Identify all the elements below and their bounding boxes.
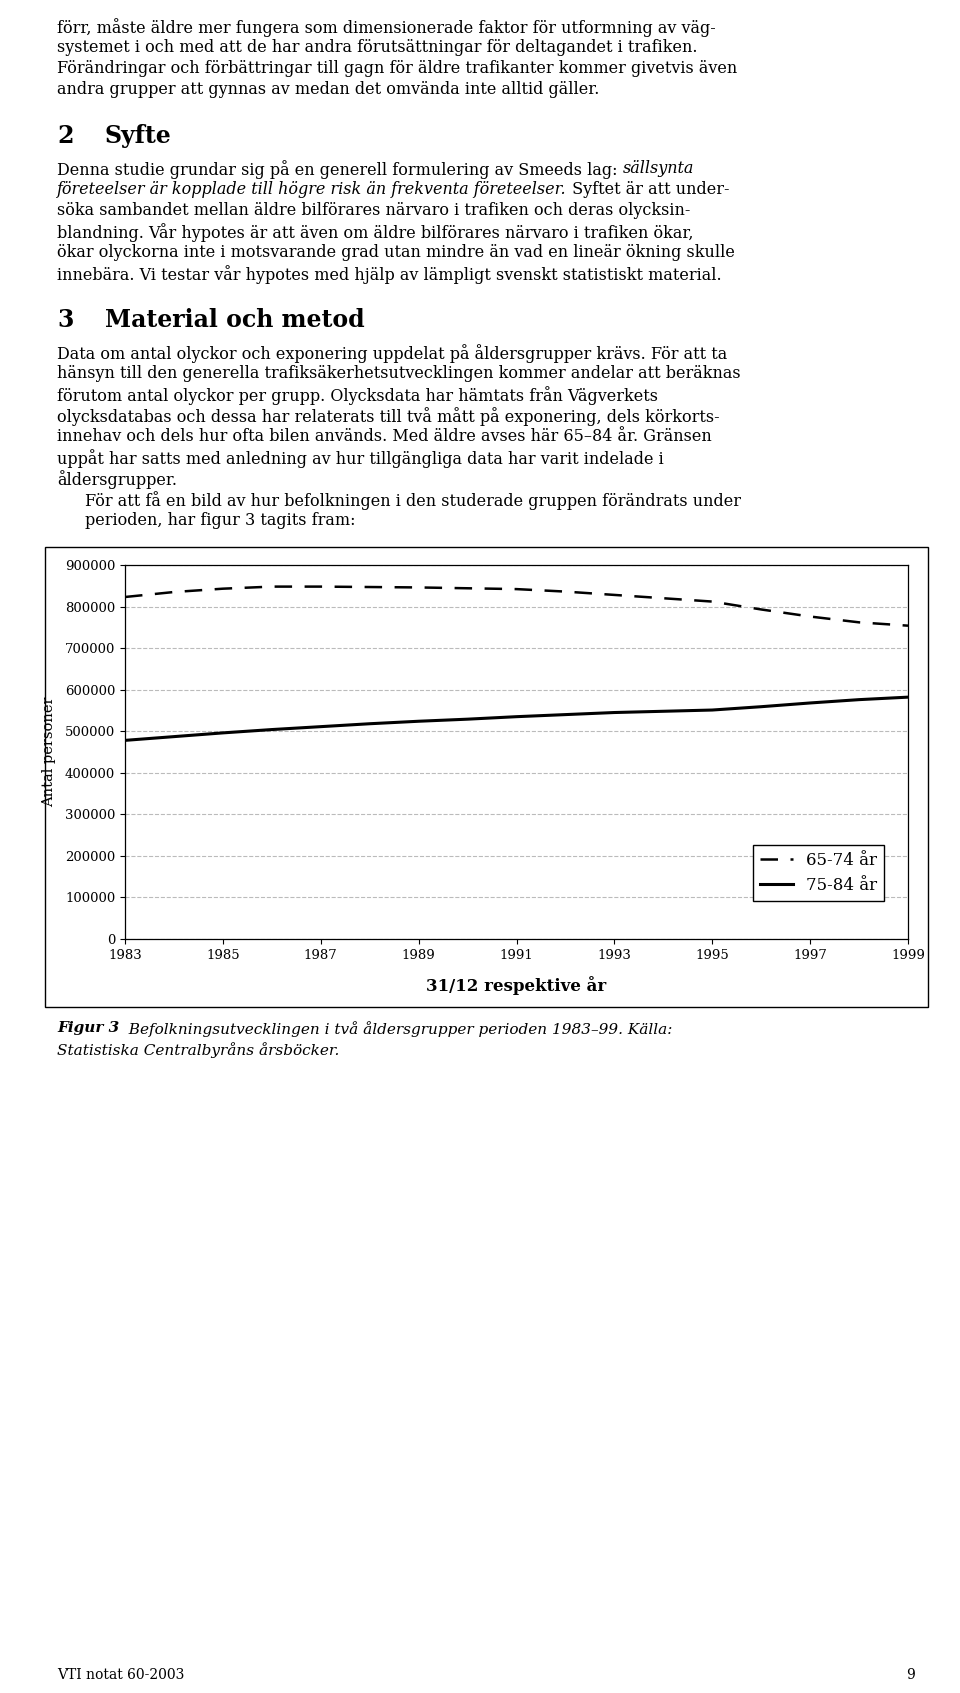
Text: Syftet är att under-: Syftet är att under- — [566, 181, 730, 198]
Text: innebära. Vi testar vår hypotes med hjälp av lämpligt svenskt statistiskt materi: innebära. Vi testar vår hypotes med hjäl… — [57, 266, 722, 284]
Text: 2: 2 — [57, 124, 74, 147]
Text: 3: 3 — [57, 308, 73, 332]
Text: åldersgrupper.: åldersgrupper. — [57, 471, 177, 489]
Text: Denna studie grundar sig på en generell formulering av Smeeds lag:: Denna studie grundar sig på en generell … — [57, 161, 623, 179]
X-axis label: 31/12 respektive år: 31/12 respektive år — [426, 975, 607, 994]
Text: perioden, har figur 3 tagits fram:: perioden, har figur 3 tagits fram: — [85, 511, 355, 528]
Text: Syfte: Syfte — [105, 124, 172, 147]
Text: söka sambandet mellan äldre bilförares närvaro i trafiken och deras olycksin-: söka sambandet mellan äldre bilförares n… — [57, 201, 690, 218]
Text: innehav och dels hur ofta bilen används. Med äldre avses här 65–84 år. Gränsen: innehav och dels hur ofta bilen används.… — [57, 428, 711, 445]
Text: förutom antal olyckor per grupp. Olycksdata har hämtats från Vägverkets: förutom antal olyckor per grupp. Olycksd… — [57, 386, 658, 405]
Text: sällsynta: sällsynta — [623, 161, 694, 178]
Text: Material och metod: Material och metod — [105, 308, 365, 332]
Text: Statistiska Centralbyråns årsböcker.: Statistiska Centralbyråns årsböcker. — [57, 1041, 340, 1058]
Text: blandning. Vår hypotes är att även om äldre bilförares närvaro i trafiken ökar,: blandning. Vår hypotes är att även om äl… — [57, 223, 693, 242]
Text: Figur 3: Figur 3 — [57, 1021, 119, 1034]
Text: Befolkningsutvecklingen i två åldersgrupper perioden 1983–99. Källa:: Befolkningsutvecklingen i två åldersgrup… — [119, 1021, 673, 1036]
Text: förr, måste äldre mer fungera som dimensionerade faktor för utformning av väg-: förr, måste äldre mer fungera som dimens… — [57, 19, 716, 37]
Text: uppåt har satts med anledning av hur tillgängliga data har varit indelade i: uppåt har satts med anledning av hur til… — [57, 449, 663, 467]
Text: VTI notat 60-2003: VTI notat 60-2003 — [57, 1668, 184, 1683]
Text: För att få en bild av hur befolkningen i den studerade gruppen förändrats under: För att få en bild av hur befolkningen i… — [85, 491, 741, 510]
Text: 9: 9 — [906, 1668, 915, 1683]
Text: olycksdatabas och dessa har relaterats till två mått på exponering, dels körkort: olycksdatabas och dessa har relaterats t… — [57, 406, 720, 427]
Text: Data om antal olyckor och exponering uppdelat på åldersgrupper krävs. För att ta: Data om antal olyckor och exponering upp… — [57, 344, 728, 362]
Bar — [45, 547, 928, 1007]
Text: Förändringar och förbättringar till gagn för äldre trafikanter kommer givetvis ä: Förändringar och förbättringar till gagn… — [57, 59, 737, 76]
Text: hänsyn till den generella trafiksäkerhetsutvecklingen kommer andelar att beräkna: hänsyn till den generella trafiksäkerhet… — [57, 366, 740, 383]
Legend: 65-74 år, 75-84 år: 65-74 år, 75-84 år — [753, 845, 884, 901]
Text: andra grupper att gynnas av medan det omvända inte alltid gäller.: andra grupper att gynnas av medan det om… — [57, 81, 599, 98]
Text: ökar olyckorna inte i motsvarande grad utan mindre än vad en lineär ökning skull: ökar olyckorna inte i motsvarande grad u… — [57, 244, 734, 261]
Text: systemet i och med att de har andra förutsättningar för deltagandet i trafiken.: systemet i och med att de har andra föru… — [57, 39, 698, 56]
Y-axis label: Antal personer: Antal personer — [42, 698, 57, 808]
Text: företeelser är kopplade till högre risk än frekventa företeelser.: företeelser är kopplade till högre risk … — [57, 181, 566, 198]
